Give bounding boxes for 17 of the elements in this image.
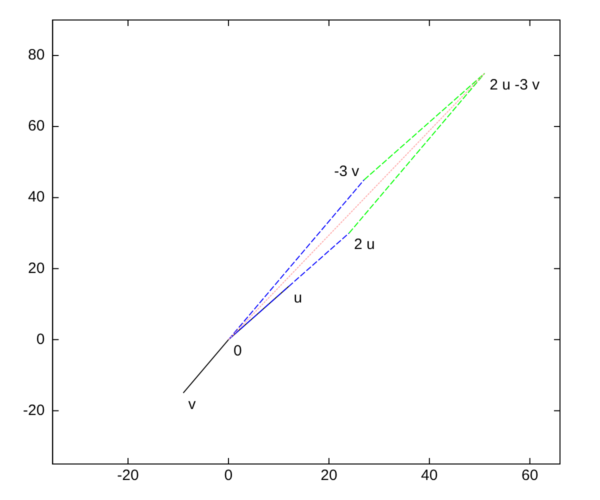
annotation: -3 v bbox=[334, 162, 360, 180]
annotation: u bbox=[294, 289, 302, 306]
x-tick-label: 20 bbox=[320, 467, 338, 484]
annotation: v bbox=[188, 396, 196, 413]
x-tick-label: 0 bbox=[224, 467, 233, 484]
y-tick-label: -20 bbox=[22, 402, 45, 419]
y-tick-label: 20 bbox=[28, 260, 45, 277]
y-tick-label: 0 bbox=[36, 330, 45, 348]
annotation: 0 bbox=[233, 342, 242, 360]
x-tick-label: 60 bbox=[522, 467, 538, 484]
x-tick-label: 40 bbox=[421, 467, 438, 484]
x-tick-label: -20 bbox=[117, 467, 139, 484]
y-tick-label: 40 bbox=[28, 188, 45, 206]
annotation: 2 u -3 v bbox=[490, 76, 540, 94]
annotation: 2 u bbox=[354, 236, 375, 254]
y-tick-label: 80 bbox=[28, 46, 45, 64]
y-tick-label: 60 bbox=[28, 118, 45, 135]
